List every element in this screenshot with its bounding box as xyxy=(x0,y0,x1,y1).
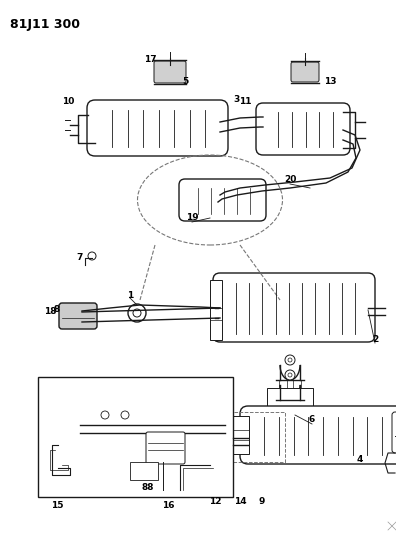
FancyBboxPatch shape xyxy=(87,100,228,156)
Text: 5: 5 xyxy=(182,77,188,86)
Circle shape xyxy=(133,309,141,317)
Text: 20: 20 xyxy=(284,175,296,184)
FancyBboxPatch shape xyxy=(392,412,396,453)
Text: 88: 88 xyxy=(142,483,154,492)
Text: 81J11 300: 81J11 300 xyxy=(10,18,80,31)
Text: 9: 9 xyxy=(259,497,265,506)
Text: 1: 1 xyxy=(127,290,133,300)
Circle shape xyxy=(288,373,292,377)
Text: 3: 3 xyxy=(234,95,240,104)
Circle shape xyxy=(285,370,295,380)
Text: 19: 19 xyxy=(186,214,198,222)
Text: 7: 7 xyxy=(77,254,83,262)
Text: 4: 4 xyxy=(357,456,363,464)
Text: 6: 6 xyxy=(309,416,315,424)
Text: 2: 2 xyxy=(372,335,378,344)
Text: 10: 10 xyxy=(62,98,74,107)
Bar xyxy=(210,280,222,340)
Text: 8: 8 xyxy=(54,305,60,314)
Text: 13: 13 xyxy=(324,77,336,86)
Bar xyxy=(293,400,301,408)
Bar xyxy=(233,412,285,462)
FancyBboxPatch shape xyxy=(59,303,97,329)
FancyBboxPatch shape xyxy=(291,62,319,82)
Text: 14: 14 xyxy=(234,497,246,506)
Text: 15: 15 xyxy=(51,500,63,510)
FancyBboxPatch shape xyxy=(146,432,185,464)
Text: 18: 18 xyxy=(44,308,56,317)
FancyBboxPatch shape xyxy=(154,61,186,83)
Text: 16: 16 xyxy=(162,500,174,510)
Bar xyxy=(293,380,301,388)
Circle shape xyxy=(121,411,129,419)
Text: 17: 17 xyxy=(144,55,156,64)
Circle shape xyxy=(128,304,146,322)
Text: 11: 11 xyxy=(239,98,251,107)
Bar xyxy=(267,388,313,418)
Circle shape xyxy=(101,411,109,419)
FancyBboxPatch shape xyxy=(256,103,350,155)
FancyBboxPatch shape xyxy=(213,273,375,342)
Bar xyxy=(233,416,249,454)
Text: 12: 12 xyxy=(209,497,221,506)
Circle shape xyxy=(288,358,292,362)
Circle shape xyxy=(285,355,295,365)
Bar xyxy=(38,377,233,497)
FancyBboxPatch shape xyxy=(179,179,266,221)
Bar xyxy=(279,400,287,408)
FancyBboxPatch shape xyxy=(240,406,396,464)
Bar xyxy=(130,462,158,480)
Circle shape xyxy=(88,252,96,260)
Bar xyxy=(279,380,287,388)
